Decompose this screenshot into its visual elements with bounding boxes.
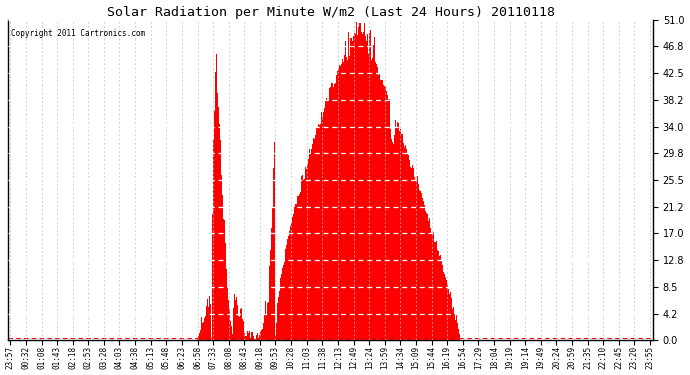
Title: Solar Radiation per Minute W/m2 (Last 24 Hours) 20110118: Solar Radiation per Minute W/m2 (Last 24… (106, 6, 555, 18)
Text: Copyright 2011 Cartronics.com: Copyright 2011 Cartronics.com (12, 29, 146, 38)
